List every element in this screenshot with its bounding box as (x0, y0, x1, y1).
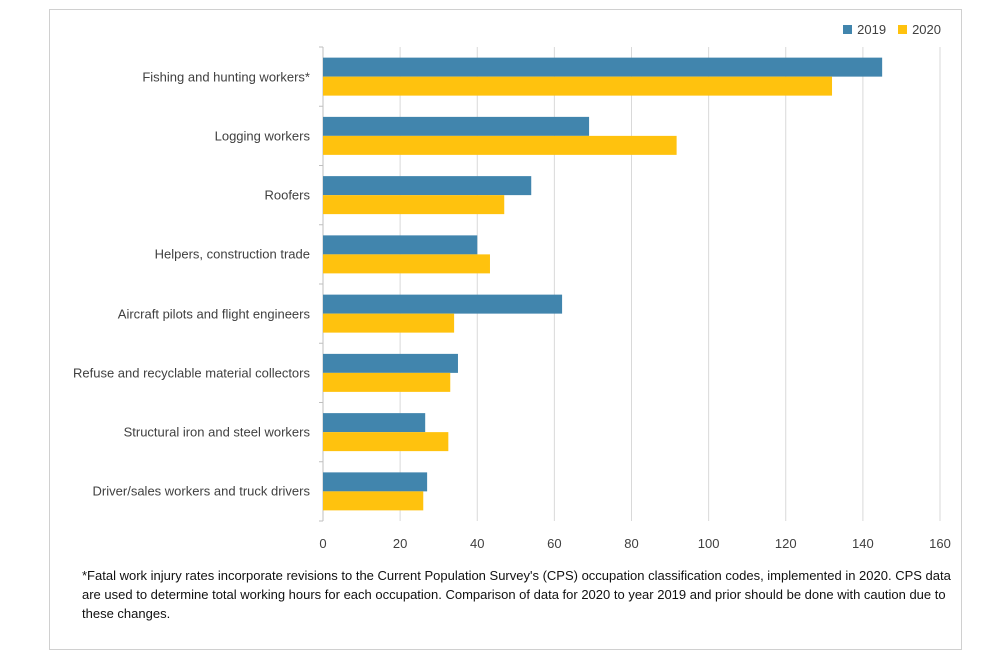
footnote: *Fatal work injury rates incorporate rev… (82, 568, 951, 621)
bar-2019-6 (323, 413, 426, 433)
x-tick-label: 120 (774, 536, 797, 551)
x-tick-label: 60 (547, 536, 562, 551)
x-tick-label: 40 (470, 536, 485, 551)
bar-2020-2 (323, 195, 505, 215)
bar-2020-6 (323, 432, 449, 452)
bar-2020-5 (323, 372, 451, 392)
x-tick-label: 0 (319, 536, 327, 551)
category-label: Driver/sales workers and truck drivers (92, 483, 310, 499)
category-label: Helpers, construction trade (154, 246, 310, 262)
category-label: Logging workers (214, 128, 310, 144)
bar-2020-0 (323, 76, 833, 96)
bar-2019-3 (323, 235, 478, 255)
legend-item-2020: 2020 (898, 22, 941, 37)
bar-2019-5 (323, 353, 458, 373)
legend-swatch-2019 (843, 25, 853, 34)
bar-2019-7 (323, 472, 428, 492)
bar-2020-7 (323, 491, 424, 511)
category-label: Fishing and hunting workers* (142, 69, 310, 85)
x-tick-label: 160 (929, 536, 951, 551)
bar-2020-3 (323, 254, 490, 274)
bar-2020-1 (323, 135, 677, 155)
x-tick-label: 20 (392, 536, 408, 551)
legend-swatch-2020 (898, 25, 908, 34)
bar-2019-2 (323, 176, 532, 196)
bar-2020-4 (323, 313, 455, 333)
legend-label-2019: 2019 (857, 22, 887, 37)
category-label: Roofers (264, 187, 310, 203)
chart-frame (49, 9, 962, 650)
chart-legend: 2019 2020 (843, 22, 941, 37)
bar-2019-4 (323, 294, 563, 314)
x-tick-label: 100 (697, 536, 720, 551)
legend-item-2019: 2019 (843, 22, 886, 37)
bar-2019-1 (323, 116, 590, 136)
legend-label-2020: 2020 (912, 22, 941, 37)
x-tick-label: 140 (852, 536, 874, 551)
category-label: Aircraft pilots and flight engineers (117, 306, 310, 322)
x-tick-label: 80 (624, 536, 639, 551)
category-label: Refuse and recyclable material collector… (73, 365, 310, 381)
bar-2019-0 (323, 57, 883, 77)
category-label: Structural iron and steel workers (123, 424, 310, 440)
